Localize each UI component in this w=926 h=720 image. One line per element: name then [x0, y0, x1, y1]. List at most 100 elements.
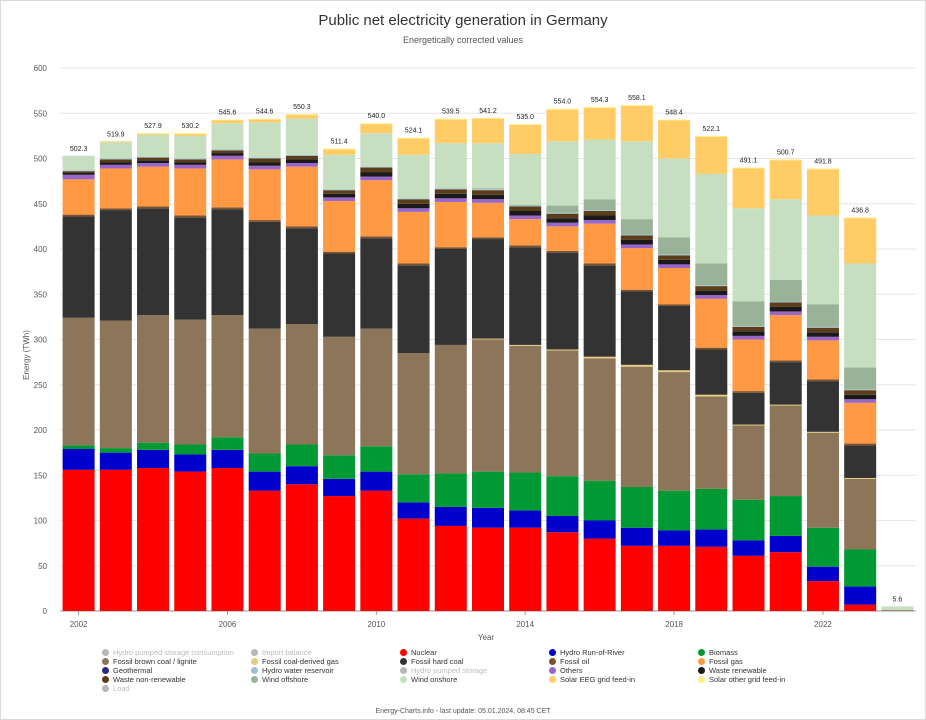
bar-segment[interactable] — [99, 168, 132, 209]
bar-segment[interactable] — [806, 215, 839, 305]
bar-segment[interactable] — [323, 253, 356, 337]
bar-segment[interactable] — [472, 189, 504, 191]
legend-item[interactable]: Others — [549, 666, 583, 676]
bar-segment[interactable] — [434, 473, 467, 507]
bar-segment[interactable] — [583, 480, 616, 521]
bar-segment[interactable] — [211, 149, 244, 151]
bar-segment[interactable] — [211, 155, 244, 160]
bar-segment[interactable] — [620, 291, 653, 365]
bar-segment[interactable] — [658, 372, 691, 491]
bar-segment[interactable] — [285, 226, 318, 229]
bar-segment[interactable] — [62, 317, 95, 446]
bar-segment[interactable] — [620, 239, 653, 245]
bar-segment[interactable] — [509, 344, 542, 346]
bar-stack-2002[interactable] — [62, 155, 95, 611]
bar-segment[interactable] — [769, 362, 802, 405]
bar-segment[interactable] — [844, 263, 877, 368]
bar-segment[interactable] — [174, 454, 207, 472]
bar-segment[interactable] — [844, 367, 877, 390]
bar-segment[interactable] — [620, 545, 653, 611]
bar-stack-2020[interactable] — [732, 167, 765, 611]
legend-item[interactable]: Waste non-renewable — [102, 675, 186, 685]
bar-segment[interactable] — [211, 120, 244, 124]
bar-segment[interactable] — [732, 424, 765, 426]
bar-stack-2018[interactable] — [658, 119, 691, 611]
bar-segment[interactable] — [472, 338, 504, 340]
bar-segment[interactable] — [99, 210, 132, 321]
bar-segment[interactable] — [248, 471, 281, 491]
bar-segment[interactable] — [546, 212, 579, 214]
bar-segment[interactable] — [248, 158, 281, 163]
bar-segment[interactable] — [360, 166, 393, 168]
bar-stack-2021[interactable] — [769, 159, 802, 611]
bar-stack-2012[interactable] — [434, 118, 467, 611]
bar-segment[interactable] — [99, 469, 132, 611]
bar-segment[interactable] — [174, 133, 207, 135]
bar-segment[interactable] — [99, 159, 132, 163]
bar-segment[interactable] — [806, 327, 839, 333]
legend-item[interactable]: Waste renewable — [698, 666, 767, 676]
bar-segment[interactable] — [397, 474, 430, 503]
bar-segment[interactable] — [248, 490, 281, 611]
bar-segment[interactable] — [174, 444, 207, 455]
bar-segment[interactable] — [434, 118, 467, 120]
bar-segment[interactable] — [472, 339, 504, 472]
bar-segment[interactable] — [695, 349, 728, 395]
bar-segment[interactable] — [211, 437, 244, 450]
bar-segment[interactable] — [620, 366, 653, 488]
legend-item[interactable]: Load — [102, 684, 130, 694]
bar-segment[interactable] — [546, 141, 579, 206]
bar-segment[interactable] — [546, 205, 579, 213]
bar-segment[interactable] — [509, 153, 542, 205]
bar-segment[interactable] — [211, 468, 244, 611]
bar-segment[interactable] — [695, 298, 728, 348]
bar-segment[interactable] — [99, 208, 132, 211]
bar-segment[interactable] — [248, 118, 281, 120]
bar-segment[interactable] — [285, 166, 318, 227]
bar-segment[interactable] — [509, 219, 542, 246]
bar-segment[interactable] — [695, 488, 728, 530]
bar-segment[interactable] — [360, 133, 393, 167]
bar-segment[interactable] — [732, 555, 765, 611]
legend-item[interactable]: Fossil brown coal / lignite — [102, 657, 197, 667]
bar-segment[interactable] — [248, 169, 281, 221]
bar-stack-2005[interactable] — [174, 133, 207, 611]
bar-segment[interactable] — [769, 552, 802, 611]
bar-segment[interactable] — [323, 496, 356, 611]
bar-segment[interactable] — [285, 155, 318, 160]
bar-segment[interactable] — [546, 218, 579, 223]
legend-item[interactable]: Fossil oil — [549, 657, 589, 667]
legend-item[interactable]: Solar other grid feed-in — [698, 675, 785, 685]
bar-segment[interactable] — [844, 390, 877, 395]
bar-segment[interactable] — [732, 326, 765, 332]
bar-segment[interactable] — [285, 159, 318, 164]
bar-segment[interactable] — [137, 134, 170, 157]
bar-segment[interactable] — [285, 444, 318, 467]
bar-segment[interactable] — [285, 466, 318, 485]
bar-segment[interactable] — [434, 198, 467, 202]
legend-item[interactable]: Biomass — [698, 648, 738, 658]
bar-segment[interactable] — [695, 173, 728, 264]
bar-segment[interactable] — [174, 217, 207, 320]
bar-stack-2007[interactable] — [248, 118, 281, 611]
bar-segment[interactable] — [434, 247, 467, 249]
bar-segment[interactable] — [658, 158, 691, 238]
bar-segment[interactable] — [62, 445, 95, 450]
bar-segment[interactable] — [509, 345, 542, 473]
bar-segment[interactable] — [211, 153, 244, 156]
bar-segment[interactable] — [397, 518, 430, 611]
bar-segment[interactable] — [323, 149, 356, 155]
bar-segment[interactable] — [397, 203, 430, 209]
bar-segment[interactable] — [174, 319, 207, 445]
bar-segment[interactable] — [583, 199, 616, 211]
bar-segment[interactable] — [620, 244, 653, 249]
bar-segment[interactable] — [769, 404, 802, 406]
legend-item[interactable]: Import balance — [251, 648, 312, 658]
bar-segment[interactable] — [248, 221, 281, 329]
bar-segment[interactable] — [434, 188, 467, 190]
bar-segment[interactable] — [174, 134, 207, 136]
bar-stack-2008[interactable] — [285, 114, 318, 611]
bar-segment[interactable] — [620, 141, 653, 220]
bar-segment[interactable] — [546, 476, 579, 516]
bar-segment[interactable] — [844, 443, 877, 446]
